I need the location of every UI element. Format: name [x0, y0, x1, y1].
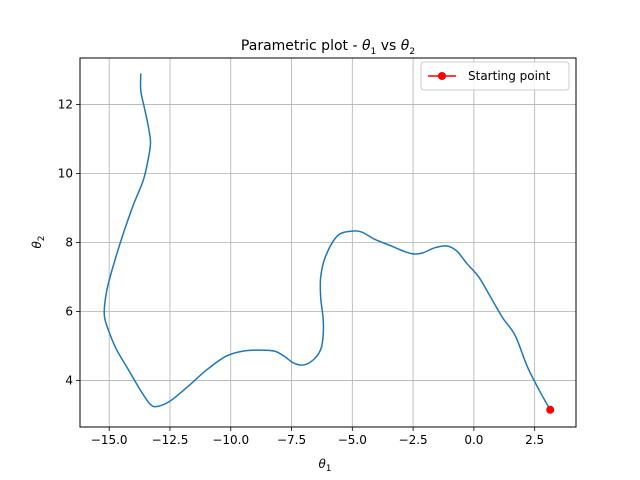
x-axis-label: θ1	[318, 457, 331, 474]
x-tick-label: −12.5	[152, 433, 189, 447]
y-tick-label: 6	[65, 304, 73, 318]
x-axis: −15.0 −12.5 −10.0 −7.5 −5.0 −2.5 0.0 2.5	[91, 427, 544, 447]
starting-point-marker	[546, 405, 555, 414]
trajectory-line	[103, 73, 551, 411]
y-tick-label: 10	[58, 167, 73, 181]
grid	[80, 58, 576, 427]
legend-box	[420, 61, 570, 91]
legend-marker-swatch	[438, 72, 446, 80]
x-tick-label: −10.0	[212, 433, 249, 447]
y-tick-label: 12	[58, 98, 73, 112]
chart-title: Parametric plot - θ1 vs θ2	[241, 38, 415, 57]
x-tick-label: −15.0	[91, 433, 128, 447]
plot-area	[103, 73, 555, 414]
x-tick-label: 0.0	[464, 433, 483, 447]
y-tick-label: 4	[65, 373, 73, 387]
legend-label: Starting point	[468, 69, 551, 83]
x-tick-label: −2.5	[399, 433, 428, 447]
legend: Starting point	[420, 61, 570, 91]
y-axis-label: θ2	[30, 235, 47, 248]
x-tick-label: −5.0	[338, 433, 367, 447]
x-tick-label: −7.5	[277, 433, 306, 447]
y-tick-label: 8	[65, 236, 73, 250]
y-axis: 4 6 8 10 12	[58, 98, 80, 387]
x-tick-label: 2.5	[525, 433, 544, 447]
